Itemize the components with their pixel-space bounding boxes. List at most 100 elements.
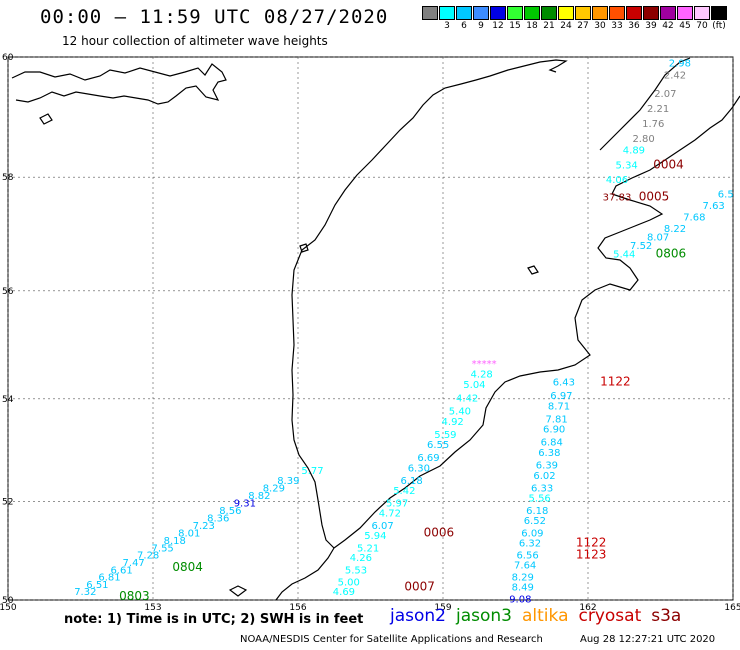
- wave-height-label: 5.21: [357, 543, 379, 554]
- axis-ticks: 150 153 156 159 162 165 60 58 56 54 52 50: [0, 53, 740, 613]
- scale-label: 21: [543, 21, 555, 31]
- pass-time-label: 0806: [656, 246, 687, 260]
- wave-height-label: 4.72: [379, 509, 401, 520]
- wave-height-label: 6.81: [98, 573, 120, 584]
- wave-height-label: 6.84: [541, 438, 563, 449]
- wave-height-label: 8.71: [548, 401, 570, 412]
- scale-swatch: [456, 6, 472, 20]
- kuril-islands: [275, 547, 335, 601]
- wave-height-label: 5.97: [386, 499, 408, 510]
- wave-height-label: 8.18: [164, 536, 186, 547]
- wave-height-label: 5.56: [529, 494, 551, 505]
- coastline: [11, 57, 740, 601]
- legend-item-s3a: s3a: [651, 606, 682, 626]
- scale-label: 3: [444, 21, 450, 31]
- scale-swatch: [507, 6, 523, 20]
- scale-swatch: [524, 6, 540, 20]
- wave-height-label: 8.22: [664, 224, 686, 235]
- wave-height-label: 6.97: [550, 391, 572, 402]
- wave-height-label: 4.89: [623, 146, 645, 157]
- lon-tick-label: 159: [434, 603, 451, 613]
- wave-height-label: 7.32: [74, 587, 96, 598]
- wave-height-label: 6.55: [427, 440, 449, 451]
- scale-label: 15: [509, 21, 521, 31]
- timestamp: Aug 28 12:27:21 UTC 2020: [580, 634, 716, 645]
- scale-label: 6: [461, 21, 467, 31]
- pass-time-label: 1122: [600, 375, 631, 389]
- scale-label: 33: [611, 21, 623, 31]
- wave-height-label: 8.29: [512, 573, 534, 584]
- lat-tick-label: 52: [2, 498, 13, 508]
- scale-label: 12: [492, 21, 504, 31]
- wave-height-label: 2.42: [664, 71, 686, 82]
- island: [228, 585, 248, 597]
- wave-height-label: 6.90: [543, 425, 565, 436]
- wave-height-label: 4.28: [471, 370, 493, 381]
- lon-tick-label: 156: [289, 603, 306, 613]
- wave-height-label: 9.08: [509, 594, 531, 605]
- wave-height-label: 7.68: [683, 213, 705, 224]
- wave-height-label: 6.07: [371, 521, 393, 532]
- kamchatka-coastline: [291, 59, 568, 549]
- legend-item-jason2: jason2: [390, 606, 446, 626]
- wave-height-label: 6.30: [408, 463, 430, 474]
- scale-swatch: [694, 6, 710, 20]
- page-title: 00:00 – 11:59 UTC 08/27/2020: [40, 6, 389, 28]
- wave-height-label: 5.40: [449, 407, 471, 418]
- wave-height-label: 7.47: [123, 558, 145, 569]
- wave-height-label: 8.56: [219, 506, 241, 517]
- wave-height-label: 8.07: [647, 232, 669, 243]
- pass-time-label: 0004: [653, 157, 684, 171]
- pass-time-label: 1123: [576, 548, 607, 562]
- wave-height-label: 6.56: [516, 551, 538, 562]
- pass-time-label: 0007: [404, 579, 435, 593]
- wave-height-label: 6.32: [519, 538, 541, 549]
- wave-height-label: 4.92: [442, 417, 464, 428]
- wave-height-label: 6.61: [110, 565, 132, 576]
- wave-height-label: 7.55: [152, 543, 174, 554]
- graticule: [7, 56, 734, 601]
- wave-height-label: 8.29: [263, 484, 285, 495]
- legend-item-jason3: jason3: [456, 606, 512, 626]
- lat-tick-label: 50: [2, 596, 14, 606]
- pass-time-label: 1122: [576, 535, 607, 549]
- scale-swatch: [677, 6, 693, 20]
- wave-height-label: 6.5: [718, 190, 734, 201]
- wave-height-label: 8.82: [248, 491, 270, 502]
- scale-label: 42: [662, 21, 674, 31]
- scale-swatch: [422, 6, 438, 20]
- wave-height-label: 5.04: [463, 380, 485, 391]
- wave-height-label: 4.42: [456, 393, 478, 404]
- lat-tick-label: 58: [2, 173, 14, 183]
- wave-height-label: 2.21: [647, 104, 669, 115]
- lon-tick-label: 165: [724, 603, 740, 613]
- wave-height-readings: 2.98 2.42 2.07 2.21 1.76 2.804.89 5.34 4.06 37.8…: [74, 58, 734, 605]
- wave-height-label: 7.28: [137, 551, 159, 562]
- legend-item-cryosat: cryosat: [578, 606, 642, 626]
- pass-time-label: 0804: [172, 560, 203, 574]
- wave-height-label: 5.42: [393, 486, 415, 497]
- wave-height-label: 8.49: [512, 582, 534, 593]
- wave-height-label: 7.81: [545, 414, 567, 425]
- lat-tick-label: 54: [2, 395, 14, 405]
- wave-height-label: 8.39: [277, 476, 299, 487]
- wave-height-label: 6.39: [536, 461, 558, 472]
- wave-height-label: 6.52: [524, 516, 546, 527]
- wave-height-label: 8.01: [178, 529, 200, 540]
- scale-swatch: [660, 6, 676, 20]
- wave-height-label: 9.31: [234, 499, 256, 510]
- wave-height-label: 6.69: [417, 453, 439, 464]
- kamchatka-east-coastline: [333, 95, 740, 549]
- scale-label: (ft): [712, 21, 726, 31]
- scale-label: 18: [526, 21, 538, 31]
- wave-height-label: 6.51: [86, 580, 108, 591]
- wave-height-label: 1.76: [642, 119, 664, 130]
- scale-label: 24: [560, 21, 572, 31]
- wave-height-label: 5.00: [338, 578, 360, 589]
- wave-height-label: 2.98: [669, 58, 691, 69]
- scale-swatch: [558, 6, 574, 20]
- lat-tick-label: 60: [2, 53, 14, 63]
- wave-height-label: 6.43: [553, 378, 575, 389]
